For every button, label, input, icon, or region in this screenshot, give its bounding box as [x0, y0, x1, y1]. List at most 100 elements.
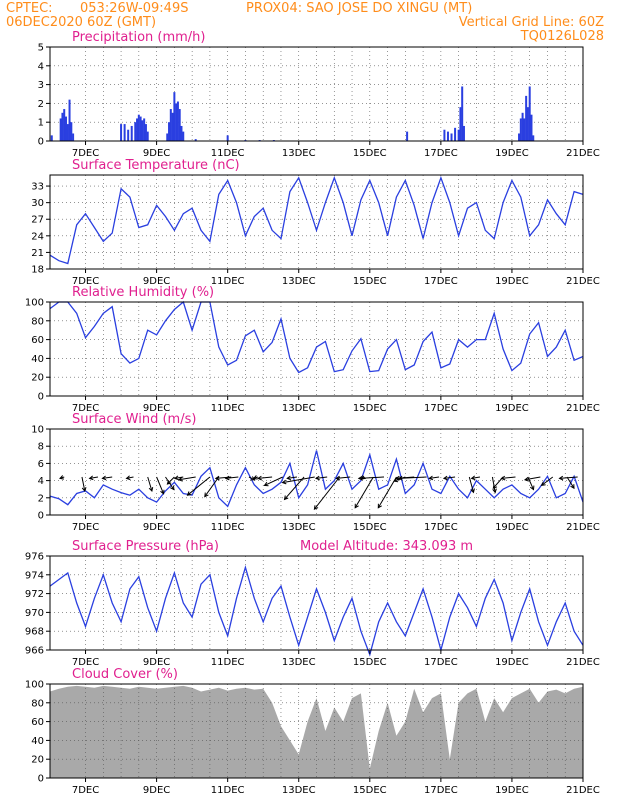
y-tick-label: 968: [25, 627, 44, 638]
x-tick-label: 19DEC: [495, 657, 529, 668]
x-tick-label: 19DEC: [495, 522, 529, 533]
y-tick-label: 30: [31, 198, 44, 209]
x-tick-label: 13DEC: [282, 657, 316, 668]
precip-bar: [530, 114, 533, 141]
wind-arrow-head: [81, 487, 87, 493]
wind-arrow-head: [88, 475, 94, 481]
x-tick-label: 19DEC: [495, 785, 529, 796]
x-tick-label: 17DEC: [424, 785, 458, 796]
precip-bar: [519, 118, 522, 141]
precip-bar: [144, 124, 147, 141]
y-tick-label: 0: [38, 774, 44, 785]
precip-bar: [146, 131, 149, 141]
precip-bar: [59, 118, 62, 141]
wind-arrow-shaft: [501, 476, 516, 479]
wind-arrow-head: [529, 485, 535, 491]
wind-arrow: [566, 476, 575, 490]
wind-arrow-head: [397, 475, 403, 481]
y-tick-label: 40: [31, 736, 44, 747]
x-tick-label: 11DEC: [211, 276, 245, 287]
wind-arrow-head: [281, 479, 287, 485]
x-tick-label: 13DEC: [282, 148, 316, 159]
y-tick-label: 18: [31, 265, 44, 276]
wind-arrow: [125, 475, 134, 481]
header-model: TQ0126L028: [520, 29, 604, 44]
y-tick-label: 970: [25, 608, 44, 619]
wind-arrow-shaft: [215, 476, 232, 479]
precip-bar: [141, 120, 144, 141]
y-tick-label: 8: [38, 442, 44, 453]
wind-arrow: [263, 476, 283, 487]
wind-arrow: [428, 475, 440, 481]
wind-arrow-shaft: [471, 476, 481, 479]
wind-arrow-head: [257, 475, 262, 481]
precip-bar: [143, 118, 146, 141]
wind-arrow-shaft: [147, 476, 153, 492]
x-tick-label: 7DEC: [72, 657, 99, 668]
precip-bar: [134, 122, 137, 141]
wind-arrow-head: [170, 485, 175, 491]
wind-arrow: [313, 476, 340, 511]
precip-bar: [178, 109, 181, 141]
panel-5: Surface Pressure (hPa) Model Altitude: 34…: [25, 539, 600, 668]
x-tick-label: 13DEC: [282, 276, 316, 287]
precip-bar: [72, 133, 75, 141]
wind-arrow: [558, 475, 578, 481]
wind-arrow-shaft: [443, 476, 456, 479]
wind-arrow-head: [335, 475, 341, 481]
x-tick-label: 15DEC: [353, 148, 387, 159]
wind-arrow-head: [428, 475, 434, 481]
y-tick-label: 27: [31, 215, 44, 226]
y-tick-label: 2: [38, 493, 44, 504]
wind-arrow-head: [214, 475, 220, 481]
wind-arrow-head: [540, 481, 546, 487]
precip-bar: [66, 124, 69, 141]
x-tick-label: 9DEC: [143, 657, 170, 668]
header-grid-line: Vertical Grid Line: 60Z: [459, 15, 604, 30]
wind-arrow: [156, 476, 165, 495]
precip-bar: [68, 99, 71, 141]
y-tick-label: 972: [25, 589, 44, 600]
precip-bar: [139, 116, 142, 141]
x-tick-label: 9DEC: [143, 148, 170, 159]
precip-bar: [461, 86, 464, 141]
wind-arrow-head: [354, 503, 359, 509]
precip-bar: [123, 124, 126, 141]
wind-arrow-shaft: [225, 476, 239, 479]
x-tick-label: 9DEC: [143, 276, 170, 287]
y-tick-label: 24: [31, 231, 44, 242]
wind-arrow-shaft: [314, 476, 340, 510]
y-tick-label: 6: [38, 459, 44, 470]
wind-arrow-head: [101, 475, 107, 481]
series-line: [49, 300, 584, 374]
x-tick-label: 11DEC: [211, 403, 245, 414]
precip-bar: [50, 135, 53, 141]
header-line1-left: CPTEC:: [6, 1, 53, 16]
y-tick-label: 60: [31, 717, 44, 728]
wind-arrow-head: [470, 488, 475, 494]
y-tick-label: 0: [38, 392, 44, 403]
wind-arrow: [204, 476, 220, 498]
wind-arrow-head: [558, 475, 564, 481]
wind-arrow-head: [250, 476, 256, 481]
y-tick-label: 20: [31, 755, 44, 766]
wind-arrow: [442, 475, 456, 481]
x-tick-label: 19DEC: [495, 276, 529, 287]
wind-arrow-shaft: [429, 476, 440, 479]
x-tick-label: 7DEC: [72, 403, 99, 414]
wind-arrow-head: [393, 477, 399, 483]
y-tick-label: 0: [38, 511, 44, 522]
wind-arrow-head: [252, 475, 258, 480]
x-tick-label: 21DEC: [566, 657, 600, 668]
wind-arrow: [81, 476, 87, 493]
precip-bar: [521, 112, 524, 141]
panel-frame: [49, 555, 584, 651]
wind-arrow-shaft: [178, 476, 196, 481]
panel-title: Surface Temperature (nC): [72, 158, 240, 173]
precip-bar: [175, 103, 178, 141]
x-tick-label: 11DEC: [211, 522, 245, 533]
y-tick-label: 976: [25, 552, 44, 563]
wind-arrow: [147, 476, 154, 493]
x-tick-label: 21DEC: [566, 403, 600, 414]
x-tick-label: 21DEC: [566, 148, 600, 159]
